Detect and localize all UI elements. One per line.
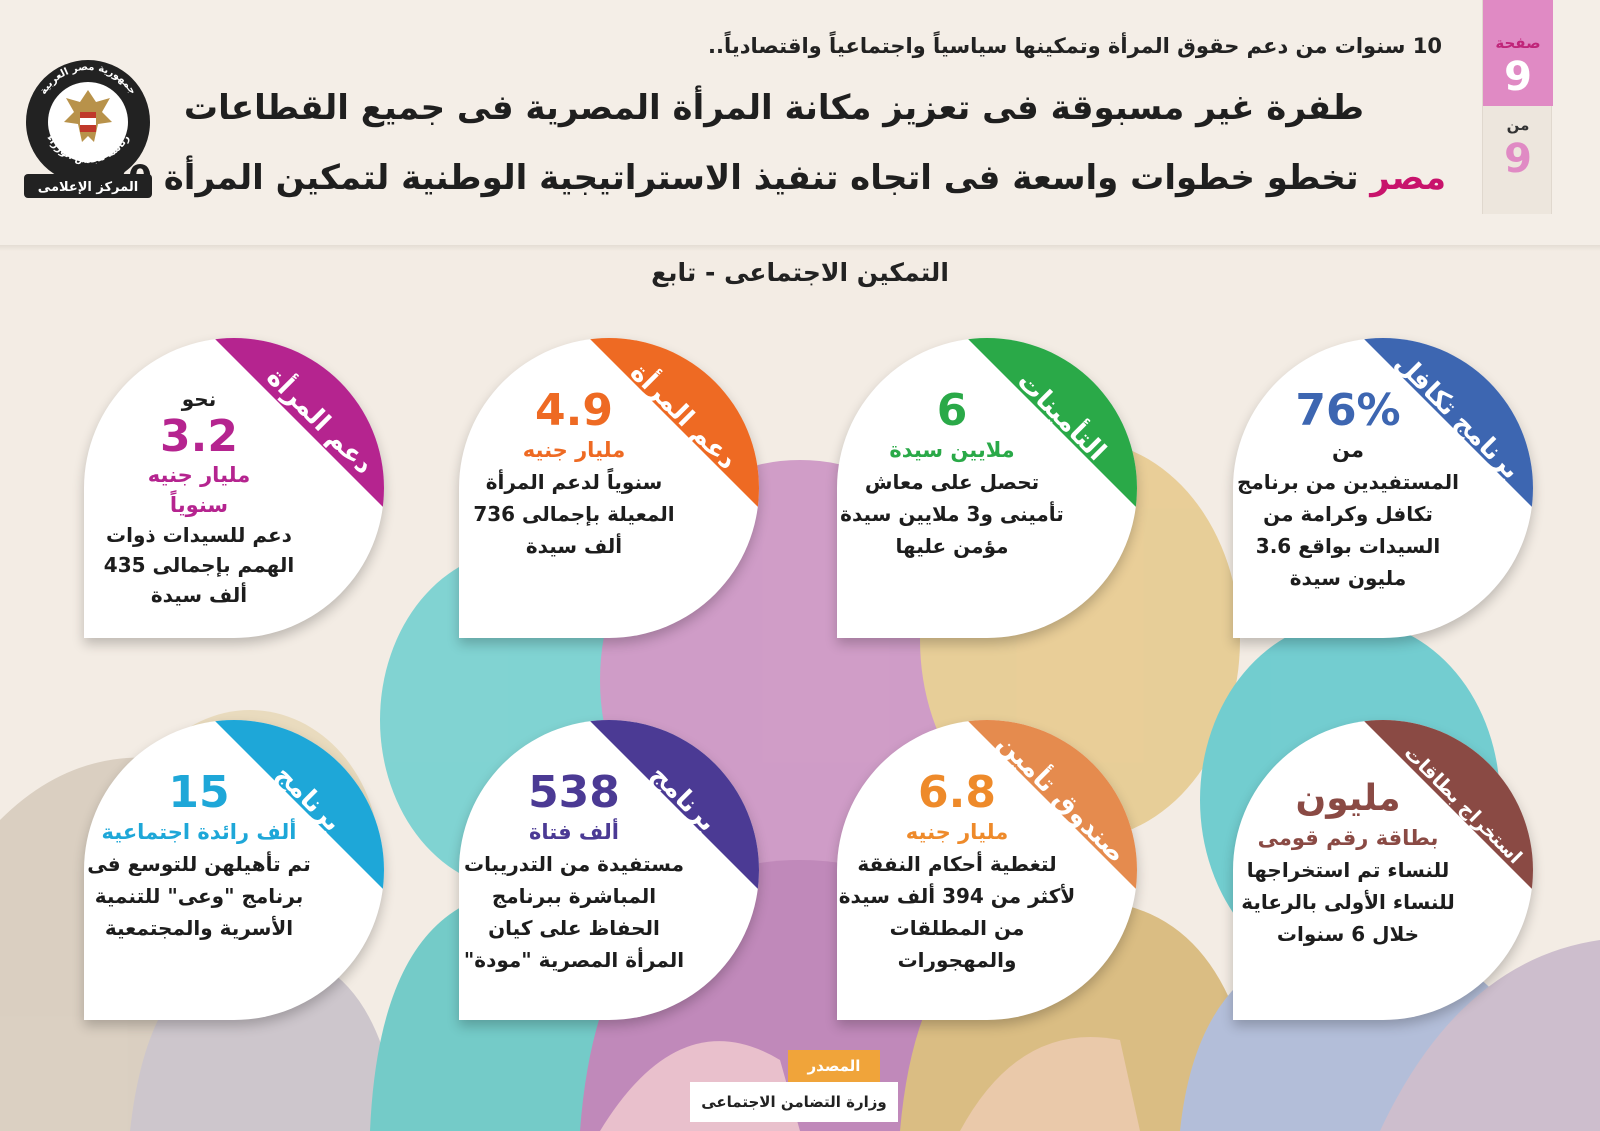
card-unit: مليار جنيه (147, 463, 251, 487)
headline-line-1: طفرة غير مسبوقة فى تعزيز مكانة المرأة ال… (183, 88, 1364, 128)
card-takaful-karama: برنامج تكافل وكرامة 76% من المستفيدين من… (1233, 338, 1533, 638)
card-body: نحو 3.2 مليار جنيه سنوياً دعم للسيدات ذو… (84, 384, 314, 610)
card-unit: مليار جنيه (905, 820, 1009, 844)
headline-accent-word: مصر (1370, 158, 1446, 198)
card-breadwinner-women: دعم المرأة المعيلة 4.9 مليار جنيه سنوياً… (459, 338, 759, 638)
card-mawadda-program: برنامج "مودة" 538 ألف فتاة مستفيدة من ال… (459, 720, 759, 1020)
card-wedge (1363, 720, 1533, 890)
card-body: 6.8 مليار جنيه لتغطية أحكام النفقة لأكثر… (837, 770, 1077, 976)
card-unit: ألف فتاة (528, 820, 619, 844)
card-body-text: تحصل على معاش تأمينى و3 ملايين سيدة مؤمن… (840, 470, 1064, 558)
card-body: مليون بطاقة رقم قومى للنساء تم استخراجها… (1233, 776, 1463, 950)
card-wedge-shape (1363, 720, 1533, 890)
card-waai-program: برنامج "وعى" 15 ألف رائدة اجتماعية تم تأ… (84, 720, 384, 1020)
card-insurance-pensions: التأمينات والمعاشات 6 ملايين سيدة تحصل ع… (837, 338, 1137, 638)
card-body: 15 ألف رائدة اجتماعية تم تأهيلهن للتوسع … (84, 770, 314, 944)
card-wedge (589, 338, 759, 508)
card-unit: بطاقة رقم قومى (1257, 826, 1439, 850)
card-body-text: تم تأهيلهن للتوسع فى برنامج "وعى" للتنمي… (87, 852, 311, 940)
card-wedge-shape (589, 338, 759, 508)
page-label: صفحة (1495, 34, 1541, 52)
card-big-number: 6 (936, 385, 968, 436)
card-wedge (967, 720, 1137, 890)
card-family-insurance-fund: صندوق تأمين الأسرة 6.8 مليار جنيه لتغطية… (837, 720, 1137, 1020)
card-women-disabilities: دعم المرأة من ذوات الهمم نحو 3.2 مليار ج… (84, 338, 384, 638)
headline-line-2: مصر تخطو خطوات واسعة فى اتجاه تنفيذ الاس… (57, 158, 1446, 198)
card-body: 538 ألف فتاة مستفيدة من التدريبات المباش… (459, 770, 689, 976)
page-total: من 9 (1483, 110, 1553, 184)
page-current: صفحة 9 (1483, 0, 1553, 106)
card-big-number: 76% (1295, 385, 1401, 436)
cabinet-media-center-logo: جمهورية مصر العربية رئاسة مجلس الوزراء ا… (24, 60, 152, 198)
header (0, 0, 1600, 245)
card-wedge (967, 338, 1137, 508)
card-big-number: 538 (528, 767, 620, 818)
header-divider (0, 245, 1600, 251)
card-unit: من (1332, 438, 1364, 462)
card-wedge (589, 720, 759, 890)
card-body-text: لتغطية أحكام النفقة لأكثر من 394 ألف سيد… (838, 852, 1076, 972)
card-unit: ملايين سيدة (889, 438, 1015, 462)
card-unit: ألف رائدة اجتماعية (101, 820, 297, 844)
page-number: 9 (1504, 54, 1532, 100)
card-wedge-shape (967, 338, 1137, 508)
card-big-number: 6.8 (918, 767, 996, 818)
card-big-number: مليون (1295, 778, 1401, 819)
card-wedge-shape (214, 720, 384, 890)
section-title: التمكين الاجتماعى - تابع (651, 258, 949, 287)
card-big-number: 3.2 (160, 411, 238, 462)
card-body-text: دعم للسيدات ذوات الهمم بإجمالى 435 ألف س… (103, 523, 295, 607)
source-label: المصدر (788, 1050, 880, 1082)
card-wedge-shape (214, 338, 384, 508)
card-unit-2: سنوياً (169, 493, 229, 517)
card-body: 6 ملايين سيدة تحصل على معاش تأمينى و3 مل… (837, 388, 1067, 562)
card-intro: نحو (181, 387, 217, 411)
card-big-number: 15 (168, 767, 230, 818)
card-body-text: المستفيدين من برنامج تكافل وكرامة من الس… (1237, 470, 1459, 590)
card-wedge-shape (1363, 338, 1533, 508)
total-pages: 9 (1504, 136, 1532, 182)
card-body: 4.9 مليار جنيه سنوياً لدعم المرأة المعيل… (459, 388, 689, 562)
card-body-text: للنساء تم استخراجها للنساء الأولى بالرعا… (1241, 858, 1455, 946)
logo-bottom-text: المركز الإعلامى (38, 180, 138, 195)
card-wedge-shape (589, 720, 759, 890)
card-wedge-shape (967, 720, 1137, 890)
card-big-number: 4.9 (535, 385, 613, 436)
supertitle: 10 سنوات من دعم حقوق المرأة وتمكينها سيا… (708, 34, 1442, 58)
card-wedge (214, 338, 384, 508)
source-value: وزارة التضامن الاجتماعى (690, 1082, 898, 1122)
card-national-id: استخراج بطاقات رقم قومى للنساء الأولى با… (1233, 720, 1533, 1020)
card-body-text: مستفيدة من التدريبات المباشرة ببرنامج ال… (463, 852, 685, 972)
of-label: من (1506, 116, 1530, 134)
card-body: 76% من المستفيدين من برنامج تكافل وكرامة… (1233, 388, 1463, 594)
card-unit: مليار جنيه (522, 438, 626, 462)
card-wedge (1363, 338, 1533, 508)
card-body-text: سنوياً لدعم المرأة المعيلة بإجمالى 736 أ… (473, 470, 675, 558)
headline-line-2-rest: تخطو خطوات واسعة فى اتجاه تنفيذ الاسترات… (57, 158, 1359, 198)
page-indicator: صفحة 9 من 9 (1482, 0, 1553, 214)
card-wedge (214, 720, 384, 890)
